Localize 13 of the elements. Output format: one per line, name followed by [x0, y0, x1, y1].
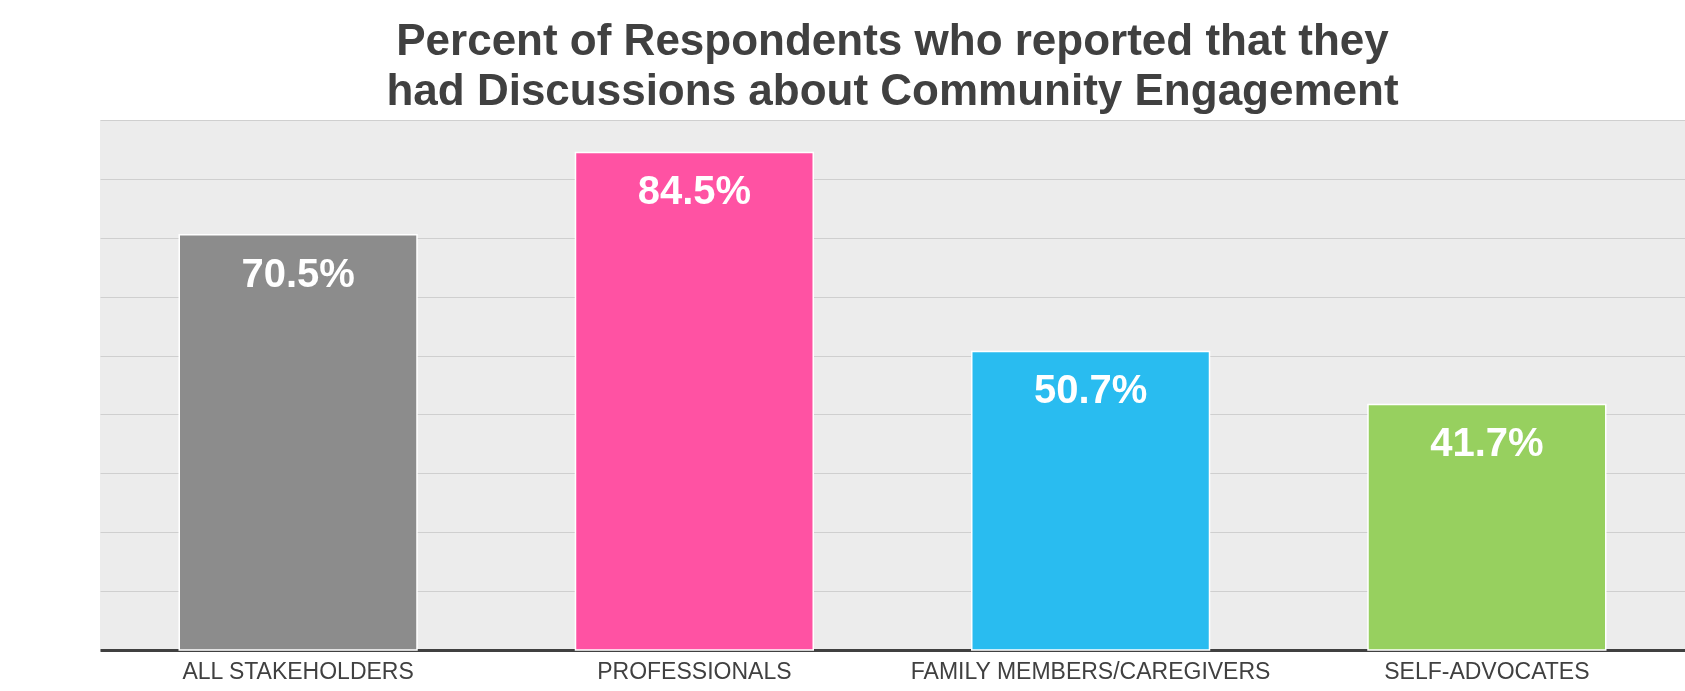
chart-title: Percent of Respondents who reported that they had Discussions about Community Engagement: [386, 15, 1399, 114]
data-label: 84.5%: [637, 168, 752, 213]
data-label: 41.7%: [1430, 420, 1544, 465]
x-tick-label: ALL STAKEHOLDERS: [182, 657, 414, 684]
bar: [971, 350, 1211, 651]
bar: [178, 234, 418, 651]
x-tick-label: SELF-ADVOCATES: [1384, 657, 1590, 684]
bar: [574, 151, 814, 651]
x-tick-label: FAMILY MEMBERS/CAREGIVERS: [910, 657, 1271, 684]
x-tick-label: PROFESSIONALS: [597, 657, 792, 684]
bar: [1367, 403, 1607, 651]
data-label: 70.5%: [241, 250, 355, 295]
data-label: 50.7%: [1033, 367, 1148, 412]
